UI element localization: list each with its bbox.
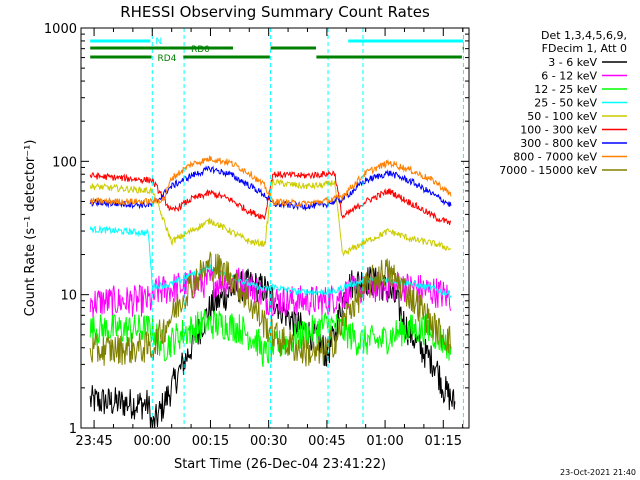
series-12-25-kev — [89, 309, 452, 368]
y-axis-label: Count Rate (s⁻¹ detector⁻¹) — [23, 140, 38, 317]
legend-label-3: 12 - 25 keV — [534, 83, 597, 96]
attenuator-boundaries — [151, 28, 464, 428]
annotation-bars: N RD0 RD4 — [90, 37, 464, 64]
x-tick-label-0100: 01:00 — [366, 434, 403, 449]
y-tick-label-1000: 1000 — [44, 22, 77, 37]
legend-label-1: 3 - 6 keV — [548, 56, 597, 69]
legend-label-2: 6 - 12 keV — [541, 70, 597, 83]
series-300-800-kev — [89, 165, 452, 212]
annotation-label-rd4: RD4 — [157, 54, 176, 64]
series-25-50-kev — [89, 224, 452, 298]
y-tick-label-10: 10 — [60, 289, 77, 304]
y-tick-label-100: 100 — [52, 155, 77, 170]
legend-label-6: 100 - 300 keV — [520, 124, 597, 137]
x-tick-label-0000: 00:00 — [134, 434, 171, 449]
series-3-6-kev — [89, 266, 456, 428]
x-tick-label-0015: 00:15 — [192, 434, 229, 449]
legend-header-line-1: Det 1,3,4,5,6,9, — [541, 29, 627, 42]
annotation-label-rd0: RD0 — [191, 45, 210, 55]
x-axis: 23:45 00:00 00:15 00:30 00:45 01:00 01:15 — [75, 28, 464, 449]
plot-frame — [80, 27, 470, 429]
x-tick-label-0030: 00:30 — [250, 434, 287, 449]
y-tick-label-1: 1 — [69, 422, 77, 437]
x-tick-label-2345: 23:45 — [75, 434, 112, 449]
legend-label-5: 50 - 100 keV — [527, 110, 597, 123]
x-tick-label-0115: 01:15 — [425, 434, 462, 449]
legend: Det 1,3,4,5,6,9,FDecim 1, Att 03 - 6 keV… — [499, 29, 627, 177]
x-axis-label: Start Time (26-Dec-04 23:41:22) — [174, 457, 386, 472]
legend-label-8: 800 - 7000 keV — [513, 151, 597, 164]
legend-header-line-2: FDecim 1, Att 0 — [542, 42, 627, 55]
legend-label-7: 300 - 800 keV — [520, 137, 597, 150]
generated-timestamp: 23-Oct-2021 21:40 — [560, 468, 636, 477]
legend-label-9: 7000 - 15000 keV — [499, 164, 597, 177]
x-tick-label-0045: 00:45 — [308, 434, 345, 449]
chart-title: RHESSI Observing Summary Count Rates — [120, 3, 430, 21]
annotation-label-n: N — [155, 37, 162, 47]
series-layer — [89, 155, 456, 428]
legend-label-4: 25 - 50 keV — [534, 97, 597, 110]
